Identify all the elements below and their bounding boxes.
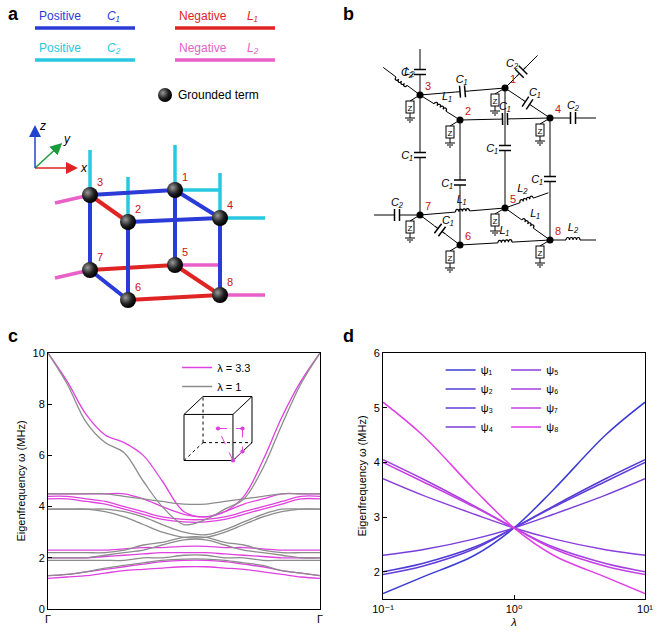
svg-text:6: 6	[39, 449, 45, 461]
svg-text:ψ₃: ψ₃	[481, 402, 493, 414]
svg-text:7: 7	[425, 200, 431, 212]
svg-text:2: 2	[39, 552, 45, 564]
svg-text:C₁: C₁	[531, 173, 543, 185]
svg-text:3: 3	[97, 176, 103, 188]
svg-text:0: 0	[39, 603, 45, 615]
svg-text:L₂: L₂	[568, 221, 579, 233]
svg-text:ψ₄: ψ₄	[481, 421, 494, 433]
svg-text:2: 2	[135, 203, 141, 215]
svg-text:ψ₇: ψ₇	[546, 402, 558, 414]
svg-text:ψ₂: ψ₂	[481, 383, 493, 395]
svg-text:z: z	[39, 119, 46, 133]
svg-text:4: 4	[39, 500, 45, 512]
svg-text:Z: Z	[493, 97, 498, 106]
svg-text:C₂: C₂	[391, 196, 404, 208]
svg-text:Γ: Γ	[317, 613, 323, 625]
svg-text:Negative: Negative	[179, 9, 227, 23]
svg-text:λ: λ	[510, 616, 516, 628]
svg-text:L₂: L₂	[404, 65, 415, 77]
svg-text:C₁: C₁	[486, 142, 498, 154]
svg-text:L₁: L₁	[457, 193, 467, 205]
svg-text:λ = 3.3: λ = 3.3	[217, 362, 250, 374]
svg-text:5: 5	[182, 246, 188, 258]
svg-text:ψ₅: ψ₅	[546, 364, 558, 376]
svg-text:3: 3	[374, 511, 380, 523]
html-text:d: d	[343, 326, 354, 346]
svg-text:y: y	[63, 132, 71, 146]
svg-text:C₁: C₁	[401, 149, 413, 161]
svg-text:2: 2	[374, 566, 380, 578]
svg-text:Grounded term: Grounded term	[178, 88, 259, 102]
svg-text:10⁰: 10⁰	[506, 603, 523, 615]
svg-text:Negative: Negative	[179, 41, 227, 55]
svg-text:Z: Z	[538, 127, 543, 136]
svg-text:4: 4	[227, 199, 233, 211]
svg-text:C₁: C₁	[441, 177, 453, 189]
svg-text:ψ₈: ψ₈	[546, 421, 558, 433]
svg-text:C₁: C₁	[107, 9, 120, 23]
svg-text:6: 6	[135, 281, 141, 293]
html-text:b: b	[343, 4, 354, 24]
svg-text:Z: Z	[448, 129, 453, 138]
svg-text:4: 4	[555, 103, 561, 115]
svg-text:C₂: C₂	[506, 57, 519, 69]
svg-text:5: 5	[510, 193, 516, 205]
svg-text:λ = 1: λ = 1	[217, 381, 241, 393]
svg-text:10: 10	[33, 347, 45, 359]
svg-text:L₂: L₂	[517, 182, 528, 194]
svg-text:1: 1	[510, 73, 516, 85]
svg-text:ψ₆: ψ₆	[546, 383, 558, 395]
svg-text:L₂: L₂	[247, 41, 259, 55]
svg-text:C₂: C₂	[567, 99, 580, 111]
svg-text:Eigenfrequency ω (MHz): Eigenfrequency ω (MHz)	[356, 415, 368, 536]
svg-text:Positive: Positive	[39, 41, 81, 55]
svg-text:L₁: L₁	[442, 90, 452, 102]
svg-text:Eigenfrequency ω (MHz): Eigenfrequency ω (MHz)	[15, 420, 27, 541]
svg-text:C₁: C₁	[529, 86, 541, 98]
svg-text:Z: Z	[493, 217, 498, 226]
svg-text:L₁: L₁	[499, 224, 509, 236]
svg-text:10¹: 10¹	[637, 603, 653, 615]
svg-text:4: 4	[374, 456, 380, 468]
svg-text:Z: Z	[538, 249, 543, 258]
svg-text:3: 3	[425, 80, 431, 92]
svg-text:C₁: C₁	[456, 73, 468, 85]
svg-text:C₁: C₁	[499, 100, 511, 112]
svg-text:Z: Z	[408, 224, 413, 233]
svg-text:2: 2	[465, 105, 471, 117]
svg-text:Positive: Positive	[39, 9, 81, 23]
svg-text:x: x	[80, 161, 88, 175]
svg-text:6: 6	[465, 230, 471, 242]
svg-text:5: 5	[374, 402, 380, 414]
svg-text:8: 8	[555, 225, 561, 237]
svg-text:C₁: C₁	[442, 214, 454, 226]
svg-text:1: 1	[182, 171, 188, 183]
svg-text:C₂: C₂	[107, 41, 121, 55]
svg-text:ψ₁: ψ₁	[481, 364, 493, 376]
html-text:a: a	[8, 4, 18, 24]
svg-text:L₁: L₁	[247, 9, 258, 23]
svg-text:8: 8	[227, 276, 233, 288]
html-text:c: c	[8, 326, 18, 346]
svg-text:Z: Z	[408, 104, 413, 113]
svg-text:10⁻¹: 10⁻¹	[372, 603, 394, 615]
svg-text:8: 8	[39, 398, 45, 410]
svg-text:Z: Z	[448, 254, 453, 263]
svg-text:7: 7	[97, 251, 103, 263]
svg-text:6: 6	[374, 347, 380, 359]
svg-text:Γ: Γ	[45, 613, 51, 625]
svg-text:L₁: L₁	[530, 207, 540, 219]
